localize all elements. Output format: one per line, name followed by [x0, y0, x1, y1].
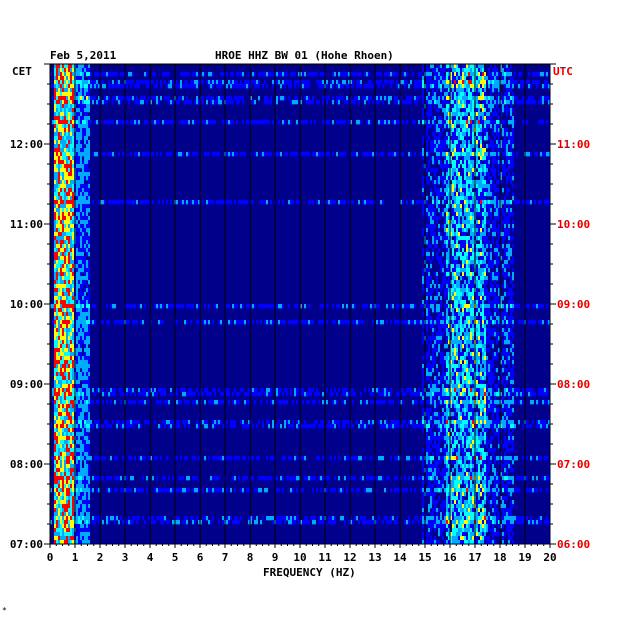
x-tick-label: 1 — [72, 551, 79, 564]
x-axis-title: FREQUENCY (HZ) — [263, 566, 356, 579]
x-tick-label: 13 — [368, 551, 381, 564]
x-tick-label: 19 — [518, 551, 531, 564]
x-tick-label: 14 — [393, 551, 407, 564]
right-axis-label: UTC — [553, 65, 573, 78]
x-tick-label: 0 — [47, 551, 54, 564]
x-tick-label: 9 — [272, 551, 279, 564]
x-tick-label: 4 — [147, 551, 154, 564]
footer-mark: * — [2, 606, 7, 615]
x-tick-label: 8 — [247, 551, 254, 564]
x-tick-label: 2 — [97, 551, 104, 564]
x-tick-label: 5 — [172, 551, 179, 564]
cet-time-label: 11:00 — [10, 218, 43, 231]
x-tick-label: 12 — [343, 551, 356, 564]
x-tick-label: 7 — [222, 551, 229, 564]
chart-date: Feb 5,2011 — [50, 49, 117, 62]
x-tick-label: 18 — [493, 551, 506, 564]
x-tick-label: 20 — [543, 551, 556, 564]
plot-area: 0 1 2 3 4 5 6 7 8 9 10 11 12 13 14 15 16 17 18 19 2012:0011:… — [10, 63, 590, 564]
x-tick-label: 16 — [443, 551, 457, 564]
x-tick-label: 3 — [122, 551, 129, 564]
utc-time-label: 06:00 — [557, 538, 590, 551]
chart-title: HROE HHZ BW 01 (Hohe Rhoen) — [215, 49, 394, 62]
x-tick-label: 17 — [468, 551, 481, 564]
cet-time-label: 09:00 — [10, 378, 43, 391]
utc-time-label: 10:00 — [557, 218, 590, 231]
cet-time-label: 08:00 — [10, 458, 43, 471]
vertical-gridlines — [74, 64, 526, 544]
utc-time-label: 07:00 — [557, 458, 590, 471]
x-tick-label: 10 — [293, 551, 306, 564]
utc-time-label: 11:00 — [557, 138, 590, 151]
cet-time-label: 10:00 — [10, 298, 43, 311]
utc-time-label: 08:00 — [557, 378, 590, 391]
x-tick-label: 6 — [197, 551, 204, 564]
left-axis-label: CET — [12, 65, 32, 78]
cet-time-label: 07:00 — [10, 538, 43, 551]
x-tick-label: 15 — [418, 551, 431, 564]
utc-time-label: 09:00 — [557, 298, 590, 311]
cet-time-label: 12:00 — [10, 138, 43, 151]
x-tick-label: 11 — [318, 551, 332, 564]
